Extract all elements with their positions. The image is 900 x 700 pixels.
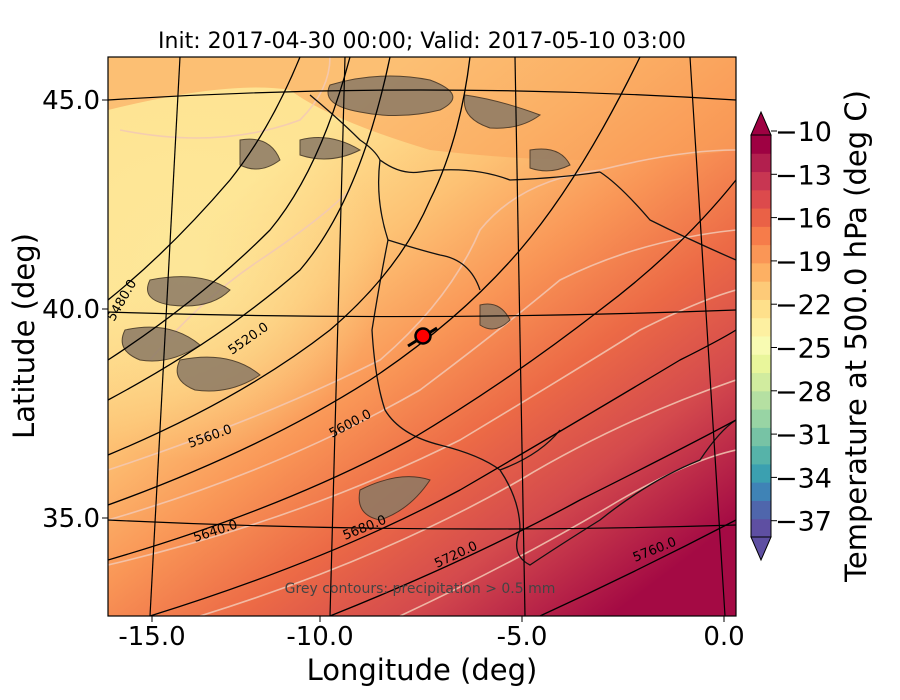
x-tick-label: -5.0 [497, 622, 548, 652]
colorbar-segments [751, 135, 771, 538]
colorbar-segment [751, 372, 771, 392]
colorbar-segment [751, 445, 771, 465]
colorbar-segment [751, 262, 771, 282]
colorbar-tick-label: −37 [775, 507, 832, 538]
colorbar-segment [751, 427, 771, 447]
colorbar-segment [751, 135, 771, 154]
location-marker [414, 327, 432, 345]
geopotential-contours [108, 57, 736, 616]
colorbar-segment [751, 336, 771, 355]
colorbar-frame [750, 134, 772, 538]
colorbar-segment [751, 482, 771, 501]
colorbar-segment [751, 189, 771, 209]
coastlines [309, 94, 736, 566]
colorbar-tick-label: −28 [775, 377, 832, 408]
precipitation-note: Grey contours: precipitation > 0.5 mm [285, 581, 556, 597]
precipitation-patches [121, 75, 571, 521]
colorbar-tick-label: −13 [775, 160, 832, 191]
x-axis: -15.0 -10.0 -5.0 0.0 Longitude (deg) [118, 616, 745, 687]
colorbar-tick-label: −25 [775, 334, 832, 365]
colorbar-segment [751, 354, 771, 374]
colorbar-tick-label: −31 [775, 420, 832, 451]
x-tick-label: -10.0 [286, 622, 353, 652]
y-tick-label: 40.0 [42, 295, 100, 325]
colorbar-top-arrow [750, 110, 772, 136]
isotherm-contours [108, 57, 736, 616]
y-tick-label: 45.0 [42, 86, 100, 116]
colorbar-segment [751, 244, 771, 264]
colorbar-segment [751, 299, 771, 319]
map-panel: 5480.0 5520.0 5560.0 5600.0 5640.0 5680.… [108, 57, 736, 616]
colorbar: −10 −13 −16 −19 −22 −25 −28 −31 −34 −37 Temperatu… [750, 90, 873, 583]
colorbar-segment [751, 171, 771, 191]
y-axis-label: Latitude (deg) [7, 233, 41, 439]
colorbar-segment [751, 153, 771, 173]
colorbar-segment [751, 208, 771, 227]
y-axis: 45.0 40.0 35.0 Latitude (deg) [7, 86, 108, 534]
map-frame [107, 56, 737, 617]
x-tick-label: 0.0 [703, 622, 744, 652]
colorbar-segment [751, 409, 771, 428]
colorbar-segment [751, 518, 771, 538]
colorbar-ticks: −10 −13 −16 −19 −22 −25 −28 −31 −34 −37 [771, 117, 832, 538]
colorbar-label: Temperature at 500.0 hPa (deg C) [839, 90, 873, 583]
x-axis-label: Longitude (deg) [307, 653, 538, 687]
colorbar-segment [751, 500, 771, 520]
x-tick-label: -15.0 [118, 622, 185, 652]
colorbar-segment [751, 281, 771, 300]
graticule [108, 57, 736, 616]
colorbar-segment [751, 317, 771, 337]
y-tick-label: 35.0 [42, 504, 100, 534]
colorbar-tick-label: −10 [775, 117, 832, 148]
colorbar-tick-label: −16 [775, 204, 832, 235]
colorbar-bottom-arrow [750, 536, 772, 562]
colorbar-segment [751, 463, 771, 483]
colorbar-tick-label: −22 [775, 290, 832, 321]
colorbar-segment [751, 226, 771, 246]
colorbar-tick-label: −19 [775, 247, 832, 278]
colorbar-tick-label: −34 [775, 463, 832, 494]
colorbar-segment [751, 390, 771, 410]
map-title: Init: 2017-04-30 00:00; Valid: 2017-05-1… [158, 29, 686, 54]
